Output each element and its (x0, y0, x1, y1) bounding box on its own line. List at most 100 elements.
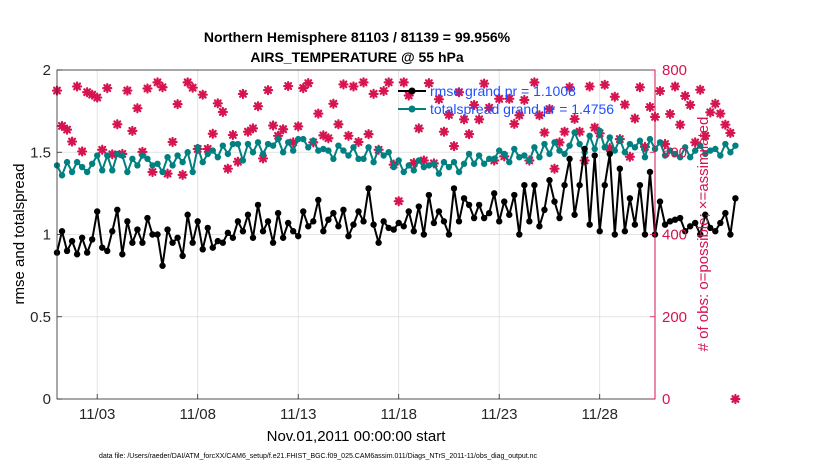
totalspread-point (274, 135, 282, 143)
totalspread-point (269, 142, 277, 149)
rmse-point (129, 239, 136, 246)
totalspread-point (365, 144, 372, 151)
obs-point (262, 85, 274, 96)
legend: rmse grand pr = 1.1008 totalspread grand… (398, 83, 614, 117)
obs-point (494, 93, 505, 104)
totalspread-point (707, 147, 714, 154)
totalspread-point (99, 167, 106, 174)
rmse-point (315, 196, 322, 204)
y-tick-label: 0 (43, 391, 51, 408)
rmse-point (727, 231, 734, 238)
totalspread-point (129, 155, 136, 163)
obs-point (278, 124, 289, 135)
obs-point (670, 81, 681, 92)
totalspread-point (551, 139, 558, 146)
rmse-point (254, 201, 262, 209)
rmse-point (249, 234, 257, 241)
rmse-point (581, 145, 588, 153)
y2-tick-label: 400 (662, 227, 687, 244)
rmse-point (289, 228, 297, 235)
totalspread-point (244, 140, 252, 148)
legend-totalspread-marker (408, 105, 416, 113)
rmse-point (229, 234, 237, 241)
obs-point (398, 77, 409, 88)
obs-point (167, 136, 178, 148)
totalspread-point (521, 152, 528, 159)
totalspread-point (435, 170, 443, 177)
y2-tick-label: 800 (662, 62, 687, 79)
totalspread-point (284, 139, 292, 146)
totalspread-point (450, 158, 458, 166)
obs-point (423, 78, 434, 89)
obs-point (458, 114, 470, 125)
rmse-point (566, 155, 573, 163)
totalspread-point (179, 158, 186, 166)
obs-point (479, 78, 490, 89)
rmse-point (88, 236, 96, 243)
obs-point (323, 133, 334, 144)
rmse-point (430, 219, 438, 227)
rmse-point (591, 152, 598, 159)
rmse-point (109, 228, 116, 235)
totalspread-point (576, 140, 583, 148)
obs-point (267, 120, 279, 131)
totalspread-point (686, 153, 694, 161)
y2-tick-label: 600 (662, 144, 687, 161)
rmse-point (551, 198, 558, 205)
obs-point (685, 99, 696, 111)
totalspread-point (159, 168, 166, 176)
obs-point (303, 78, 314, 89)
obs-point (207, 128, 218, 139)
rmse-point (616, 165, 624, 172)
obs-point (463, 129, 475, 140)
rmse-point (460, 195, 468, 202)
totalspread-point (264, 140, 272, 148)
obs-point (92, 92, 103, 103)
totalspread-point (209, 147, 216, 154)
axis-ticks: 11/03 11/08 11/13 11/18 11/23 11/2800.511.520… (30, 62, 687, 423)
obs-point (700, 130, 711, 141)
rmse-point (556, 214, 563, 222)
totalspread-point (104, 152, 111, 159)
rmse-point (511, 191, 518, 199)
totalspread-point (204, 150, 211, 158)
totalspread-point (440, 158, 448, 166)
totalspread-line (56, 129, 737, 177)
obs-point (102, 82, 113, 94)
y2-tick-label: 0 (662, 391, 670, 408)
totalspread-point (415, 157, 423, 164)
rmse-point (536, 223, 543, 230)
totalspread-point (501, 150, 508, 158)
totalspread-point (88, 160, 96, 167)
totalspread-point (340, 147, 347, 154)
totalspread-point (586, 132, 593, 139)
totalspread-point (661, 152, 669, 159)
rmse-point (450, 185, 458, 192)
rmse-point (68, 237, 76, 245)
obs-point (474, 114, 485, 125)
rmse-point (496, 218, 503, 225)
obs-point (629, 113, 640, 124)
obs-point (378, 85, 389, 97)
totalspread-point (58, 172, 66, 179)
rmse-point (370, 221, 377, 228)
rmse-point (345, 232, 352, 240)
obs-point (247, 123, 259, 134)
x-tick-label: 11/03 (79, 406, 115, 423)
totalspread-point (73, 158, 81, 166)
obs-point (634, 82, 646, 93)
obs-point (654, 85, 666, 97)
rmse-point (636, 181, 644, 189)
rmse-point (305, 223, 312, 230)
rmse-point (335, 223, 342, 230)
rmse-point (516, 231, 523, 238)
obs-point (504, 93, 515, 104)
totalspread-point (68, 168, 76, 176)
rmse-point (83, 249, 91, 256)
totalspread-point (289, 147, 297, 154)
legend-rmse-label: rmse grand pr = 1.1008 (430, 83, 576, 99)
totalspread-point (335, 142, 342, 149)
totalspread-point (712, 145, 719, 153)
totalspread-point (169, 162, 176, 169)
